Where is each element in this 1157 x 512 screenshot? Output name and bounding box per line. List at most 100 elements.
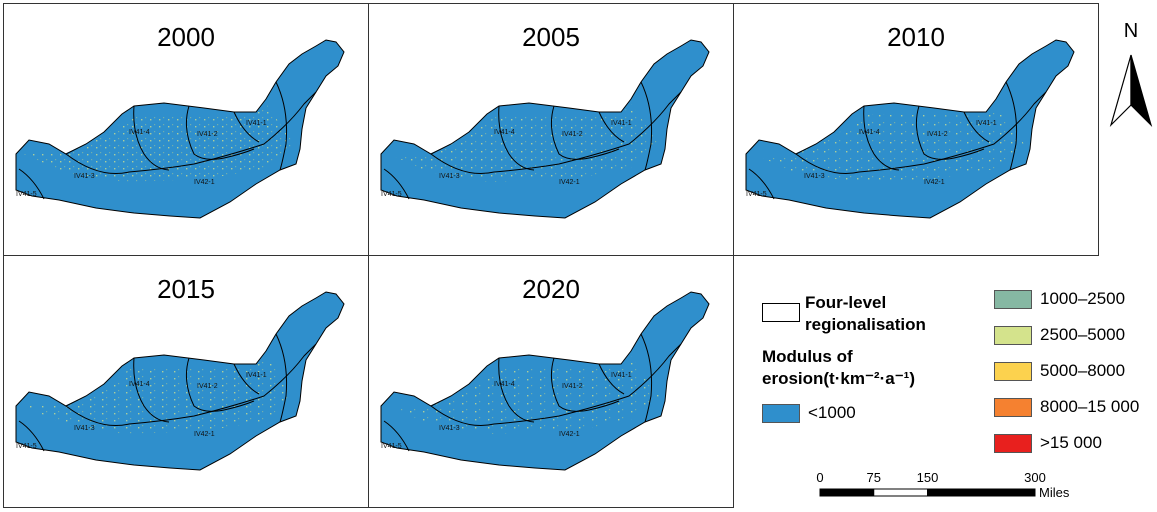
map-panel: IV41-4 IV41-2 IV41-1 IV41-3 IV42-1 IV41-5 2020 — [368, 255, 734, 508]
region-outline — [745, 39, 1075, 219]
map-panel: IV41-4 IV41-2 IV41-1 IV41-3 IV42-1 IV41-5 2000 — [3, 3, 369, 256]
legend-swatch — [994, 434, 1032, 453]
region-boundary — [498, 357, 535, 423]
region-boundary — [748, 168, 775, 200]
region-speckle — [754, 104, 1024, 182]
panel-year: 2000 — [157, 22, 215, 52]
region-label: IV41-3 — [74, 425, 95, 432]
map: IV41-4 IV41-2 IV41-1 IV41-3 IV42-1 IV41-5 — [15, 291, 345, 471]
region-label: IV41-5 — [16, 191, 37, 198]
region-speckle — [389, 356, 659, 434]
region-label: IV41-1 — [976, 120, 997, 127]
scale-segment — [819, 488, 875, 497]
region-speckle — [24, 104, 294, 182]
region-label: IV41-2 — [197, 131, 218, 138]
region-boundary — [863, 105, 900, 171]
region-label: IV41-1 — [246, 120, 267, 127]
region-boundary — [18, 420, 45, 452]
map-panel: IV41-4 IV41-2 IV41-1 IV41-3 IV42-1 IV41-5 2015 — [3, 255, 369, 508]
boundary-label: Four-level regionalisation — [805, 293, 926, 334]
legend-swatch — [994, 398, 1032, 417]
region-label: IV41-2 — [562, 383, 583, 390]
region-boundary — [233, 363, 260, 395]
map: IV41-4 IV41-2 IV41-1 IV41-3 IV42-1 IV41-5 — [15, 39, 345, 219]
map-panel: IV41-4 IV41-2 IV41-1 IV41-3 IV42-1 IV41-5 2010 — [733, 3, 1099, 256]
region-label: IV41-1 — [246, 372, 267, 379]
region-outline — [380, 39, 710, 219]
scale-segment — [927, 488, 1036, 497]
region-boundary — [275, 81, 288, 171]
region-label: IV41-4 — [129, 129, 150, 136]
region-outline — [15, 291, 345, 471]
region-boundary — [430, 343, 682, 427]
region-boundary — [133, 357, 170, 423]
region-label: IV41-4 — [494, 129, 515, 136]
map: IV41-4 IV41-2 IV41-1 IV41-3 IV42-1 IV41-5 — [380, 291, 710, 471]
modulus-title: Modulus of erosion(t·km⁻²·a⁻¹) — [762, 347, 915, 388]
region-boundary — [550, 357, 620, 412]
legend-label: 2500–5000 — [1040, 325, 1126, 344]
scale-unit: Miles — [1039, 485, 1070, 500]
panel-year: 2005 — [522, 22, 580, 52]
region-outline — [15, 39, 345, 219]
region-label: IV41-5 — [746, 191, 767, 198]
map: IV41-4 IV41-2 IV41-1 IV41-3 IV42-1 IV41-5 — [380, 39, 710, 219]
region-boundary — [430, 91, 682, 175]
legend-swatch — [762, 404, 800, 423]
legend-label: >15 000 — [1040, 433, 1102, 452]
map-panel: IV41-4 IV41-2 IV41-1 IV41-3 IV42-1 IV41-5 2005 — [368, 3, 734, 256]
region-label: IV42-1 — [924, 179, 945, 186]
region-label: IV41-5 — [381, 191, 402, 198]
region-label: IV41-2 — [562, 131, 583, 138]
scale-tick-label: 0 — [816, 470, 823, 485]
region-boundary — [65, 91, 317, 175]
region-boundary — [185, 357, 255, 412]
legend-swatch — [994, 290, 1032, 309]
legend-label: 1000–2500 — [1040, 289, 1126, 308]
region-boundary — [598, 111, 625, 143]
region-label: IV41-2 — [197, 383, 218, 390]
region-speckle — [389, 104, 659, 182]
region-boundary — [640, 81, 653, 171]
panel-year: 2020 — [522, 274, 580, 304]
region-label: IV41-3 — [74, 173, 95, 180]
region-boundary — [915, 105, 985, 160]
region-label: IV42-1 — [194, 431, 215, 438]
scale-segment — [873, 488, 928, 497]
region-boundary — [795, 91, 1047, 175]
region-label: IV41-3 — [439, 173, 460, 180]
legend-swatch — [994, 362, 1032, 381]
region-label: IV42-1 — [194, 179, 215, 186]
scale-tick-label: 300 — [1024, 470, 1046, 485]
region-label: IV42-1 — [559, 431, 580, 438]
scale-tick-label: 150 — [917, 470, 939, 485]
region-boundary — [383, 168, 410, 200]
north-label: N — [1124, 20, 1138, 42]
region-label: IV41-1 — [611, 372, 632, 379]
region-label: IV41-4 — [129, 381, 150, 388]
region-label: IV41-4 — [859, 129, 880, 136]
region-label: IV41-1 — [611, 120, 632, 127]
panel-year: 2015 — [157, 274, 215, 304]
region-label: IV41-3 — [804, 173, 825, 180]
map: IV41-4 IV41-2 IV41-1 IV41-3 IV42-1 IV41-5 — [745, 39, 1075, 219]
region-outline — [380, 291, 710, 471]
region-boundary — [498, 105, 535, 171]
region-label: IV41-3 — [439, 425, 460, 432]
region-boundary — [598, 363, 625, 395]
region-boundary — [550, 105, 620, 160]
region-label: IV41-5 — [16, 443, 37, 450]
legend-label: <1000 — [808, 403, 856, 422]
scale-tick-label: 75 — [867, 470, 881, 485]
north-arrow — [1109, 54, 1153, 128]
region-boundary — [1005, 81, 1018, 171]
region-boundary — [963, 111, 990, 143]
region-boundary — [383, 420, 410, 452]
region-boundary — [233, 111, 260, 143]
region-boundary — [65, 343, 317, 427]
legend-label: 5000–8000 — [1040, 361, 1126, 380]
region-boundary — [18, 168, 45, 200]
region-label: IV41-4 — [494, 381, 515, 388]
region-label: IV42-1 — [559, 179, 580, 186]
